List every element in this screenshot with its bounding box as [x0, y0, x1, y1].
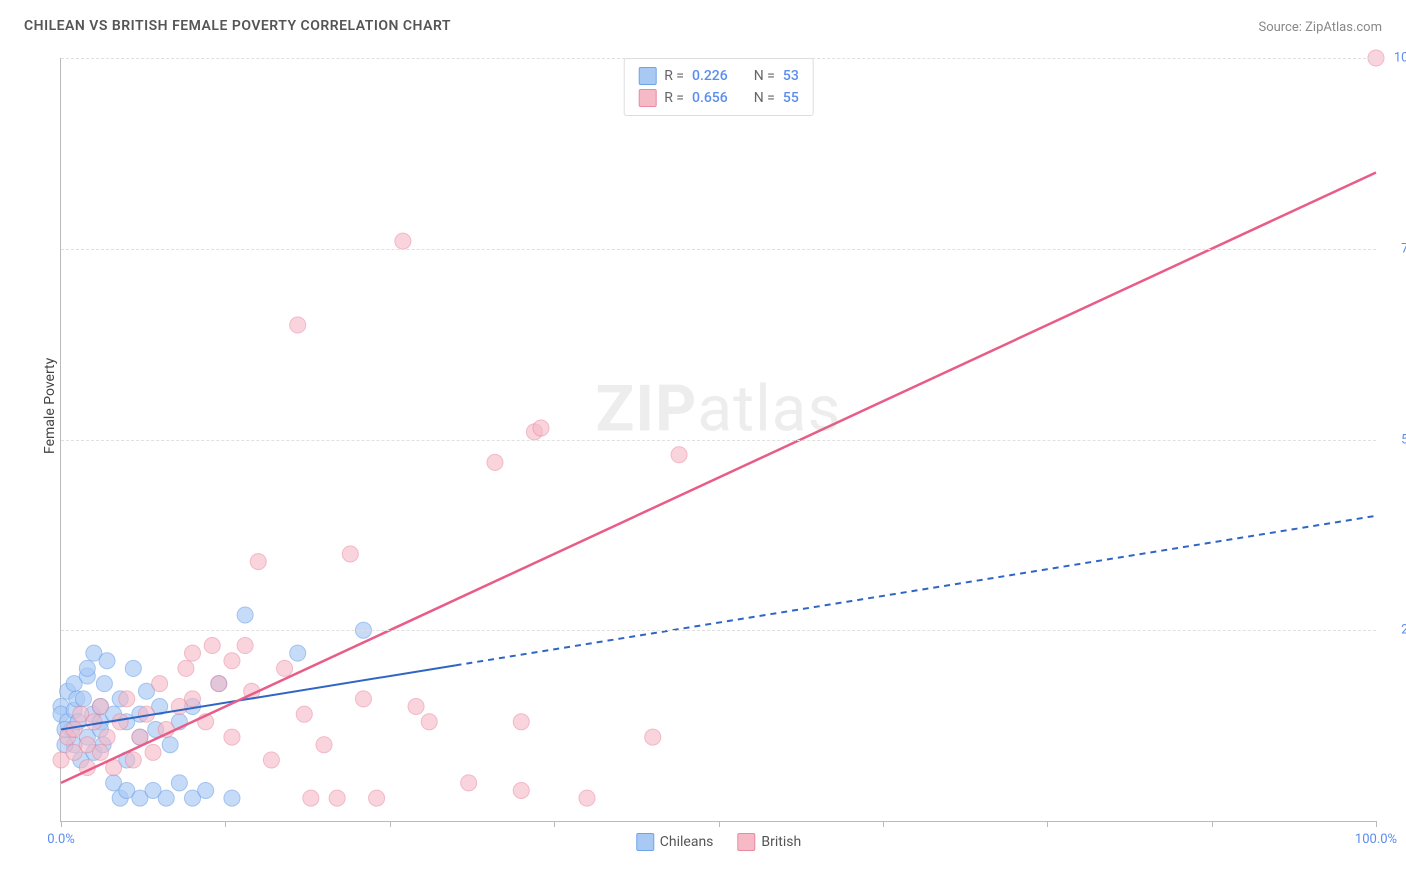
scatter-point — [86, 714, 102, 730]
scatter-point — [145, 744, 161, 760]
scatter-point — [125, 752, 141, 768]
scatter-point — [671, 447, 687, 463]
scatter-point — [92, 699, 108, 715]
scatter-point — [185, 645, 201, 661]
scatter-point — [421, 714, 437, 730]
scatter-point — [395, 233, 411, 249]
scatter-point — [355, 691, 371, 707]
scatter-point — [112, 714, 128, 730]
legend-item-british: British — [737, 833, 801, 851]
x-tick — [554, 821, 555, 827]
scatter-point — [408, 699, 424, 715]
legend-swatch-icon — [636, 833, 654, 851]
x-tick — [1376, 821, 1377, 827]
x-tick — [390, 821, 391, 827]
scatter-point — [533, 420, 549, 436]
scatter-point — [277, 660, 293, 676]
scatter-point — [162, 737, 178, 753]
chart-container: CHILEAN VS BRITISH FEMALE POVERTY CORREL… — [12, 12, 1394, 880]
chart-title: CHILEAN VS BRITISH FEMALE POVERTY CORREL… — [24, 18, 451, 34]
scatter-point — [303, 790, 319, 806]
scatter-point — [487, 454, 503, 470]
scatter-point — [296, 706, 312, 722]
scatter-point — [263, 752, 279, 768]
scatter-point — [79, 660, 95, 676]
scatter-point — [461, 775, 477, 791]
scatter-point — [224, 729, 240, 745]
scatter-point — [513, 782, 529, 798]
trend-line — [61, 172, 1376, 782]
x-tick-label: 0.0% — [47, 832, 75, 847]
legend-n-label: N = — [754, 68, 775, 84]
scatter-point — [204, 638, 220, 654]
legend-series: Chileans British — [636, 833, 801, 851]
legend-item-label: British — [761, 834, 801, 850]
grid-line — [61, 630, 1376, 631]
legend-correlation: R = 0.226 N = 53 R = 0.656 N = 55 — [623, 58, 814, 116]
scatter-point — [171, 775, 187, 791]
legend-swatch-icon — [737, 833, 755, 851]
grid-line — [61, 440, 1376, 441]
scatter-point — [342, 546, 358, 562]
legend-item-chileans: Chileans — [636, 833, 714, 851]
scatter-point — [316, 737, 332, 753]
legend-item-label: Chileans — [660, 834, 714, 850]
scatter-point — [125, 660, 141, 676]
scatter-point — [99, 729, 115, 745]
scatter-point — [92, 744, 108, 760]
legend-swatch-chileans — [638, 67, 656, 85]
scatter-point — [66, 721, 82, 737]
legend-n-label: N = — [754, 90, 775, 106]
legend-r-value: 0.226 — [692, 68, 728, 84]
scatter-point — [198, 782, 214, 798]
scatter-point — [99, 653, 115, 669]
x-tick — [1047, 821, 1048, 827]
legend-r-label: R = — [664, 90, 684, 106]
scatter-point — [250, 554, 266, 570]
y-tick-label: 25.0% — [1381, 623, 1406, 638]
scatter-point — [96, 676, 112, 692]
legend-row-british: R = 0.656 N = 55 — [638, 87, 799, 109]
scatter-point — [237, 607, 253, 623]
scatter-point — [237, 638, 253, 654]
scatter-point — [579, 790, 595, 806]
y-tick-label: 75.0% — [1381, 241, 1406, 256]
scatter-point — [185, 691, 201, 707]
legend-r-value: 0.656 — [692, 90, 728, 106]
scatter-point — [211, 676, 227, 692]
scatter-point — [158, 790, 174, 806]
scatter-point — [75, 691, 91, 707]
scatter-point — [645, 729, 661, 745]
scatter-point — [290, 317, 306, 333]
x-tick — [719, 821, 720, 827]
trend-line-dashed — [456, 516, 1377, 666]
legend-row-chileans: R = 0.226 N = 53 — [638, 65, 799, 87]
scatter-point — [513, 714, 529, 730]
y-axis-label: Female Poverty — [42, 358, 58, 454]
legend-swatch-british — [638, 89, 656, 107]
scatter-point — [178, 660, 194, 676]
y-tick-label: 50.0% — [1381, 432, 1406, 447]
scatter-point — [224, 653, 240, 669]
scatter-point — [119, 691, 135, 707]
scatter-point — [224, 790, 240, 806]
plot-area: ZIPatlas R = 0.226 N = 53 R = 0.656 N = … — [60, 58, 1376, 822]
x-tick — [1212, 821, 1213, 827]
y-tick-label: 100.0% — [1381, 51, 1406, 66]
scatter-point — [152, 676, 168, 692]
legend-n-value: 53 — [783, 68, 799, 84]
legend-r-label: R = — [664, 68, 684, 84]
x-tick — [883, 821, 884, 827]
grid-line — [61, 249, 1376, 250]
chart-source: Source: ZipAtlas.com — [1258, 20, 1382, 35]
scatter-point — [329, 790, 345, 806]
scatter-point — [369, 790, 385, 806]
legend-n-value: 55 — [783, 90, 799, 106]
scatter-point — [290, 645, 306, 661]
x-tick — [61, 821, 62, 827]
x-tick — [225, 821, 226, 827]
x-tick-label: 100.0% — [1355, 832, 1397, 847]
